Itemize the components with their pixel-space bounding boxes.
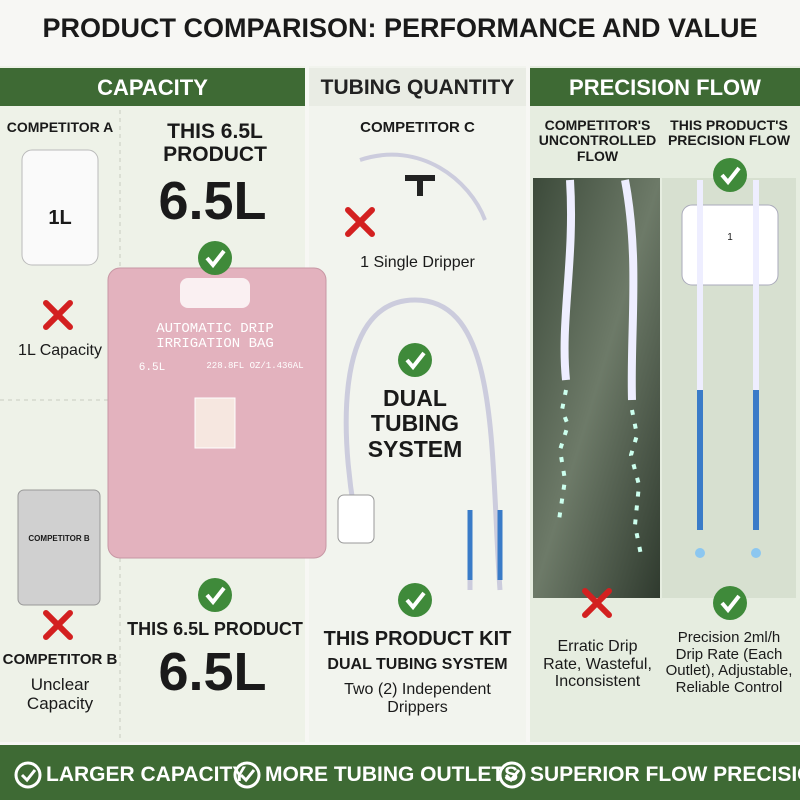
footer-bar [0,745,800,800]
bag-size: 6.5L [138,362,166,374]
caption: Two (2) Independent Drippers [344,681,491,716]
label: COMPETITOR B [2,651,118,668]
bag-title: AUTOMATIC DRIP IRRIGATION BAG [156,321,274,353]
tube [560,179,638,401]
package-label: COMPETITOR B [28,534,90,543]
check-icon [196,576,234,614]
footer-item: MORE TUBING OUTLETS [265,763,519,786]
feature: DUAL TUBING SYSTEM [367,385,463,462]
label: THIS 6.5L PRODUCT [163,120,267,167]
check-icon [396,341,434,379]
dial-label: 1 [727,232,733,243]
competitor-bag [21,149,99,266]
bag-volume: 228.8FL OZ/1.436AL [206,361,304,371]
spray [557,389,643,556]
label: THIS PRODUCT KIT [323,628,512,650]
section-title: CAPACITY [97,75,208,100]
section-title: TUBING QUANTITY [320,76,515,99]
header-bar [309,68,526,106]
check-icon [711,584,749,622]
photo [533,178,660,598]
label: COMPETITOR A [6,119,114,135]
title: PRODUCT COMPARISON: PERFORMANCE AND VALU… [42,13,758,43]
caption: Precision 2ml/h Drip Rate (Each Outlet),… [665,629,793,696]
label: THIS 6.5L PRODUCT [127,619,303,639]
section-title: PRECISION FLOW [569,75,761,100]
footer-item: LARGER CAPACITY [46,763,247,786]
label: COMPETITOR'S UNCONTROLLED FLOW [538,117,657,164]
competitor-package [17,489,101,606]
amount: 6.5L [158,171,267,231]
header-bar [530,68,800,106]
dripper [697,390,759,530]
header-bar [0,68,305,106]
subtitle: DUAL TUBING SYSTEM [327,656,508,673]
caption: 1L Capacity [18,342,102,359]
check-icon [711,156,749,194]
label: THIS PRODUCT'S PRECISION FLOW [667,117,791,149]
dial [681,204,779,286]
check-icon [396,581,434,619]
caption: Unclear Capacity [26,675,94,713]
check-icon [196,239,234,277]
label: COMPETITOR C [360,119,475,136]
amount: 6.5L [158,642,267,702]
caption: 1 Single Dripper [360,254,475,271]
caption: Erratic Drip Rate, Wasteful, Inconsisten… [543,638,652,691]
footer-item: SUPERIOR FLOW PRECISION [530,763,800,786]
bag-label: 1L [48,207,72,229]
